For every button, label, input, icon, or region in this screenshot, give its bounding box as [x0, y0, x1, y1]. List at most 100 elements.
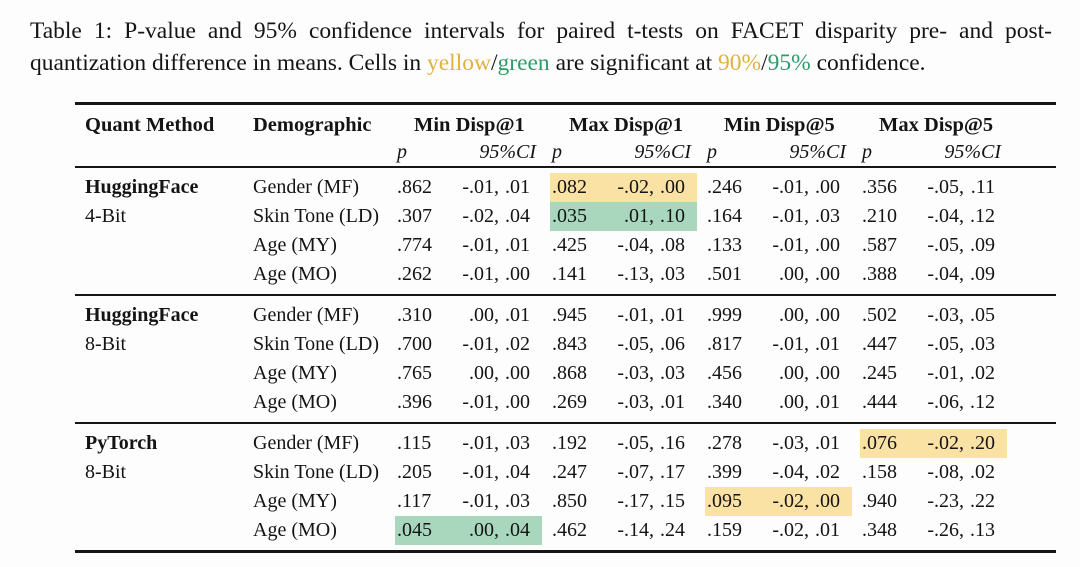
- p-value: .765: [397, 361, 432, 384]
- ci-high: .13: [970, 518, 995, 541]
- p-value: .862: [397, 175, 432, 198]
- ci-high: .01: [660, 390, 685, 413]
- stat-cell: .095 -.02, .00: [697, 486, 852, 516]
- p-value: .262: [397, 262, 432, 285]
- ci-high: .00: [815, 233, 840, 256]
- stat-cell: .159 -.02, .01: [697, 516, 852, 552]
- stat-cell: .117 -.01, .03: [387, 487, 542, 516]
- spacer-cell: [1007, 260, 1056, 295]
- stat-cell: .035 .01, .10: [542, 201, 697, 231]
- table-caption: Table 1: P-value and 95% confidence inte…: [30, 15, 1052, 79]
- ci-high: .20: [970, 431, 995, 454]
- p-value: .700: [397, 332, 432, 355]
- ci-low: -.02,: [927, 431, 964, 454]
- subheader-p-label: p: [552, 141, 562, 163]
- stat-cellbox: .399 -.04, .02: [705, 458, 852, 487]
- stat-cell: .247 -.07, .17: [542, 458, 697, 487]
- ci-high: .11: [970, 175, 995, 198]
- ci-low: -.04,: [772, 460, 809, 483]
- ci-low: -.02,: [772, 489, 809, 512]
- ci-low: -.02,: [617, 175, 654, 198]
- stat-cellbox: .388 -.04, .09: [860, 260, 1007, 289]
- ci-low: -.01,: [462, 460, 499, 483]
- ci-high: .08: [660, 233, 685, 256]
- table-row: 4-Bit Skin Tone (LD) .307 -.02, .04 .035 .01,.…: [75, 201, 1056, 231]
- ci-high: .12: [970, 390, 995, 413]
- ci-high: .17: [660, 460, 685, 483]
- ci-low: -.01,: [462, 262, 499, 285]
- stat-cellbox: .141 -.13, .03: [550, 260, 697, 289]
- stat-cell: .262 -.01, .00: [387, 260, 542, 295]
- stat-cell: .076 -.02, .20: [852, 421, 1007, 458]
- table-row: 8-Bit Skin Tone (LD) .700 -.01, .02 .843 -.05,…: [75, 330, 1056, 359]
- demographic-cell: Age (MO): [245, 260, 387, 295]
- ci-high: .00: [815, 303, 840, 326]
- method-group-3: PyTorch Gender (MF) .115 -.01, .03 .192 -.05,.…: [75, 421, 1056, 552]
- quant-method-cell: [75, 359, 245, 388]
- ci-low: -.01,: [617, 303, 654, 326]
- demographic-cell: Age (MO): [245, 516, 387, 552]
- stat-cell: .425 -.04, .08: [542, 231, 697, 260]
- ci-high: .05: [970, 303, 995, 326]
- stat-cellbox: .245 -.01, .02: [860, 359, 1007, 388]
- quant-method-label: [85, 359, 245, 388]
- stat-cellbox: .045 .00, .04: [395, 515, 542, 545]
- ci-low: -.03,: [772, 431, 809, 454]
- ci-high: .00: [505, 390, 530, 413]
- ci-low: -.03,: [617, 390, 654, 413]
- stat-cellbox: .205 -.01, .04: [395, 458, 542, 487]
- stat-cell: .082 -.02, .00: [542, 167, 697, 202]
- ci-high: .10: [660, 204, 685, 227]
- stat-cellbox: .462 -.14, .24: [550, 516, 697, 545]
- stat-cell: .192 -.05, .16: [542, 421, 697, 458]
- p-value: .340: [707, 390, 742, 413]
- stat-cellbox: .115 -.01, .03: [395, 429, 542, 458]
- caption-95-percent: 95%: [767, 50, 811, 76]
- demographic-label: Skin Tone (LD): [253, 332, 379, 355]
- quant-method-label: [85, 388, 245, 417]
- ci-low: -.07,: [617, 460, 654, 483]
- stat-cellbox: .700 -.01, .02: [395, 330, 542, 359]
- ci-high: .24: [660, 518, 685, 541]
- p-value: .095: [707, 489, 742, 512]
- stat-cell: .587 -.05, .09: [852, 231, 1007, 260]
- stat-cellbox: .247 -.07, .17: [550, 458, 697, 487]
- quant-method-label: [85, 487, 245, 516]
- stat-cell: .245 -.01, .02: [852, 359, 1007, 388]
- table-row: Age (MY) .774 -.01, .01 .425 -.04, .08 .133 -.01…: [75, 231, 1056, 260]
- stat-cell: .141 -.13, .03: [542, 260, 697, 295]
- ci-low: -.01,: [772, 332, 809, 355]
- subheader-min-disp-5: p 95%CI: [697, 139, 852, 168]
- p-value: .082: [552, 175, 587, 198]
- stat-cell: .158 -.08, .02: [852, 458, 1007, 487]
- subheader-ci-label: 95%CI: [634, 141, 691, 163]
- results-table: Quant Method Demographic Min Disp@1 Max …: [75, 102, 1056, 553]
- demographic-label: Gender (MF): [253, 175, 360, 198]
- ci-high: .01: [815, 332, 840, 355]
- ci-high: .02: [970, 361, 995, 384]
- stat-cell: .388 -.04, .09: [852, 260, 1007, 295]
- stat-cell: .456 .00, .00: [697, 359, 852, 388]
- quant-method-cell: [75, 516, 245, 552]
- method-group-1: HuggingFace Gender (MF) .862 -.01, .01 .082 -.…: [75, 167, 1056, 295]
- stat-cell: .447 -.05, .03: [852, 330, 1007, 359]
- ci-low: .00,: [779, 262, 809, 285]
- col-header-max-disp-1: Max Disp@1: [569, 113, 684, 136]
- ci-high: .01: [660, 303, 685, 326]
- ci-high: .00: [815, 175, 840, 198]
- p-value: .396: [397, 390, 432, 413]
- stat-cellbox: .133 -.01, .00: [705, 231, 852, 260]
- subheader-ci-label: 95%CI: [479, 141, 536, 163]
- stat-cellbox: .246 -.01, .00: [705, 173, 852, 202]
- stat-cell: .999 .00, .00: [697, 293, 852, 330]
- ci-low: -.01,: [772, 175, 809, 198]
- stat-cell: .502 -.03, .05: [852, 293, 1007, 330]
- p-value: .868: [552, 361, 587, 384]
- p-value: .158: [862, 460, 897, 483]
- quant-method-label: [85, 231, 245, 260]
- stat-cell: .765 .00, .00: [387, 359, 542, 388]
- stat-cellbox: .269 -.03, .01: [550, 388, 697, 417]
- ci-low: -.14,: [617, 518, 654, 541]
- spacer-cell: [1007, 167, 1056, 202]
- demographic-cell: Age (MY): [245, 231, 387, 260]
